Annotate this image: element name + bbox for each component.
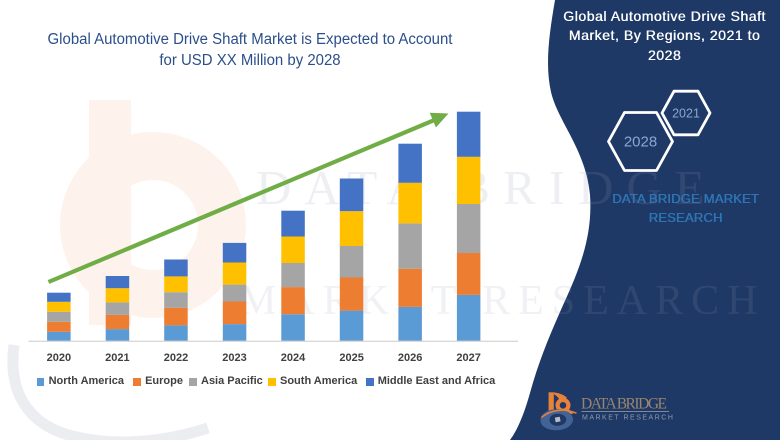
svg-text:MARKET RESEARCH: MARKET RESEARCH bbox=[582, 415, 674, 422]
svg-text:2021: 2021 bbox=[672, 107, 700, 121]
svg-text:2028: 2028 bbox=[624, 134, 657, 151]
svg-text:DATA BRIDGE: DATA BRIDGE bbox=[581, 395, 667, 412]
